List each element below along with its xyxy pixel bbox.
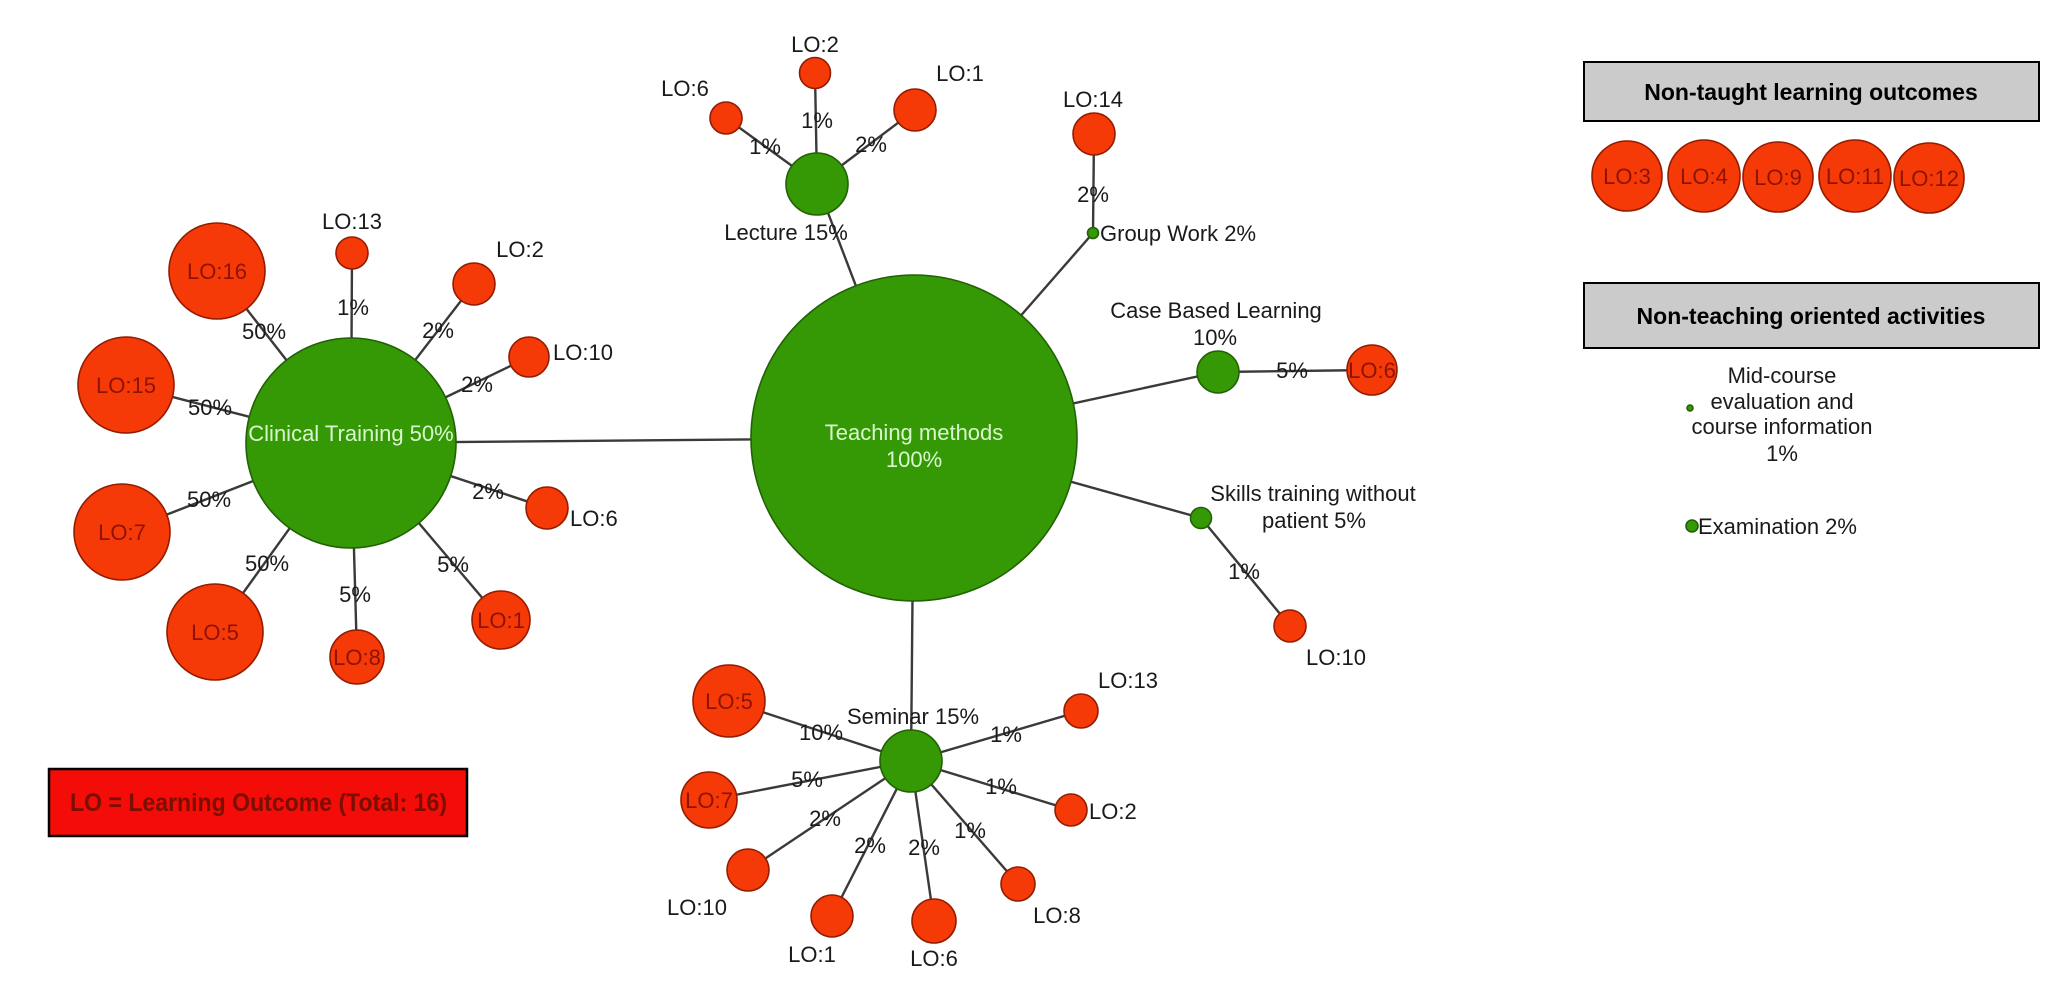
- svg-text:Clinical Training 50%: Clinical Training 50%: [248, 421, 453, 446]
- svg-text:2%: 2%: [809, 806, 841, 831]
- svg-text:Skills training without: Skills training without: [1210, 481, 1415, 506]
- svg-text:LO:1: LO:1: [477, 608, 525, 633]
- svg-text:1%: 1%: [801, 108, 833, 133]
- svg-text:LO:2: LO:2: [1089, 799, 1137, 824]
- svg-text:LO:14: LO:14: [1063, 87, 1123, 112]
- svg-text:50%: 50%: [245, 551, 289, 576]
- svg-text:LO:1: LO:1: [788, 942, 836, 967]
- svg-text:LO:5: LO:5: [705, 689, 753, 714]
- svg-text:Lecture 15%: Lecture 15%: [724, 220, 848, 245]
- svg-text:LO:2: LO:2: [496, 237, 544, 262]
- svg-text:Seminar 15%: Seminar 15%: [847, 704, 979, 729]
- svg-text:LO:11: LO:11: [1826, 164, 1884, 189]
- svg-text:LO:3: LO:3: [1603, 164, 1651, 189]
- svg-text:1%: 1%: [749, 134, 781, 159]
- svg-text:1%: 1%: [1228, 559, 1260, 584]
- svg-text:2%: 2%: [855, 132, 887, 157]
- svg-text:Mid-course: Mid-course: [1728, 363, 1837, 388]
- svg-text:2%: 2%: [908, 835, 940, 860]
- svg-text:LO:10: LO:10: [553, 340, 613, 365]
- svg-text:Non-teaching oriented activiti: Non-teaching oriented activities: [1637, 303, 1986, 329]
- svg-text:LO:8: LO:8: [333, 645, 381, 670]
- svg-text:1%: 1%: [1766, 441, 1798, 466]
- svg-text:LO:6: LO:6: [1348, 358, 1396, 383]
- svg-text:LO:6: LO:6: [570, 506, 618, 531]
- svg-text:2%: 2%: [472, 479, 504, 504]
- svg-text:LO:6: LO:6: [661, 76, 709, 101]
- svg-text:LO:10: LO:10: [1306, 645, 1366, 670]
- svg-text:2%: 2%: [854, 833, 886, 858]
- svg-text:2%: 2%: [422, 318, 454, 343]
- svg-text:1%: 1%: [985, 774, 1017, 799]
- svg-text:LO:16: LO:16: [187, 259, 247, 284]
- svg-text:1%: 1%: [337, 295, 369, 320]
- svg-text:evaluation and: evaluation and: [1710, 389, 1853, 414]
- svg-text:100%: 100%: [886, 447, 942, 472]
- svg-text:50%: 50%: [188, 395, 232, 420]
- svg-text:LO:2: LO:2: [791, 32, 839, 57]
- svg-text:LO = Learning Outcome (Total:: LO = Learning Outcome (Total: 16): [70, 789, 447, 817]
- svg-text:LO:10: LO:10: [667, 895, 727, 920]
- svg-text:Examination 2%: Examination 2%: [1698, 514, 1857, 539]
- svg-text:LO:12: LO:12: [1899, 166, 1959, 191]
- svg-text:5%: 5%: [791, 767, 823, 792]
- svg-text:patient 5%: patient 5%: [1262, 508, 1366, 533]
- svg-text:5%: 5%: [437, 552, 469, 577]
- svg-text:Teaching methods: Teaching methods: [825, 420, 1004, 445]
- svg-text:2%: 2%: [461, 372, 493, 397]
- svg-text:course information: course information: [1692, 414, 1873, 439]
- svg-text:LO:8: LO:8: [1033, 903, 1081, 928]
- svg-text:LO:6: LO:6: [910, 946, 958, 971]
- svg-text:10%: 10%: [1193, 325, 1237, 350]
- svg-text:LO:13: LO:13: [322, 209, 382, 234]
- svg-text:Group Work 2%: Group Work 2%: [1100, 221, 1256, 246]
- svg-text:Case Based Learning: Case Based Learning: [1110, 298, 1322, 323]
- svg-text:LO:7: LO:7: [98, 520, 146, 545]
- svg-text:10%: 10%: [799, 720, 843, 745]
- svg-text:LO:9: LO:9: [1754, 165, 1802, 190]
- svg-text:Non-taught learning outcomes: Non-taught learning outcomes: [1644, 79, 1978, 105]
- svg-text:1%: 1%: [990, 722, 1022, 747]
- svg-text:LO:15: LO:15: [96, 373, 156, 398]
- svg-text:1%: 1%: [954, 818, 986, 843]
- svg-text:50%: 50%: [187, 487, 231, 512]
- svg-text:2%: 2%: [1077, 182, 1109, 207]
- svg-text:LO:7: LO:7: [685, 788, 733, 813]
- svg-text:LO:5: LO:5: [191, 620, 239, 645]
- svg-text:5%: 5%: [1276, 358, 1308, 383]
- svg-text:LO:13: LO:13: [1098, 668, 1158, 693]
- svg-text:50%: 50%: [242, 319, 286, 344]
- svg-text:5%: 5%: [339, 582, 371, 607]
- svg-text:LO:4: LO:4: [1680, 164, 1728, 189]
- svg-text:LO:1: LO:1: [936, 61, 984, 86]
